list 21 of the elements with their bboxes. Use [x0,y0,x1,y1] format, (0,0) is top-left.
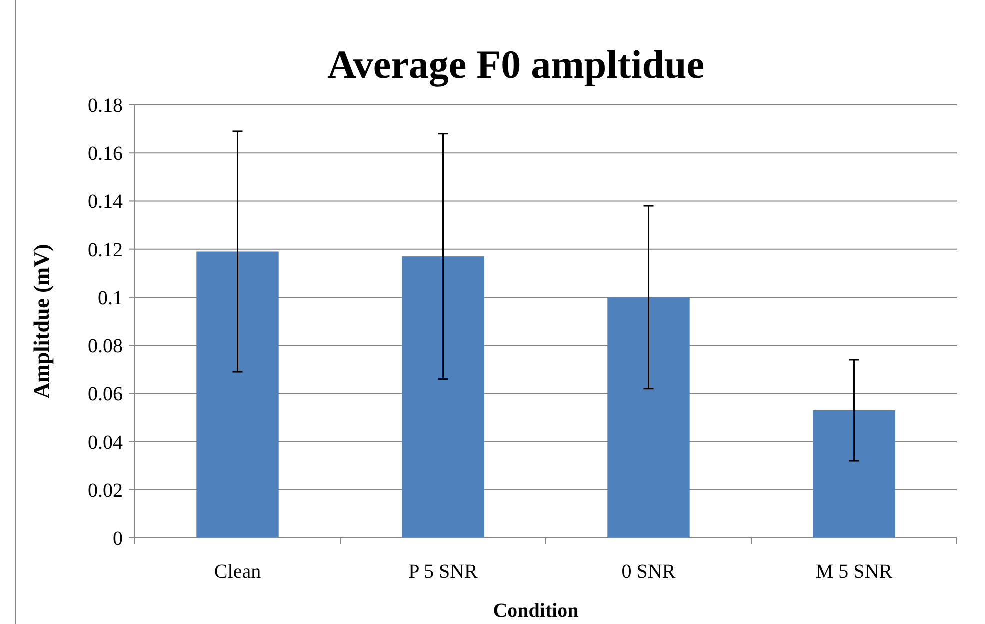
y-tick-label: 0.02 [88,480,123,502]
y-tick-label: 0.1 [98,287,123,310]
x-tick-label: M 5 SNR [816,561,894,583]
x-tick-label: P 5 SNR [408,561,479,583]
bar [813,410,896,538]
bar [402,256,484,538]
y-tick-label: 0.08 [88,336,123,358]
x-tick-label: Clean [214,561,262,583]
y-tick-label: 0.14 [88,191,123,214]
y-tick-label: 0.06 [88,384,123,406]
y-axis-title: Amplitdue (mV) [29,244,54,399]
x-tick-label: 0 SNR [622,561,676,583]
x-axis-title: Condition [493,600,579,622]
bar [608,297,690,538]
y-tick-label: 0.12 [88,239,123,262]
bar [196,252,279,538]
chart-title: Average F0 ampltidue [328,42,704,87]
y-tick-label: 0.18 [88,95,123,117]
y-tick-label: 0.04 [88,432,123,454]
y-tick-label: 0 [113,528,123,550]
y-tick-label: 0.16 [88,143,123,166]
